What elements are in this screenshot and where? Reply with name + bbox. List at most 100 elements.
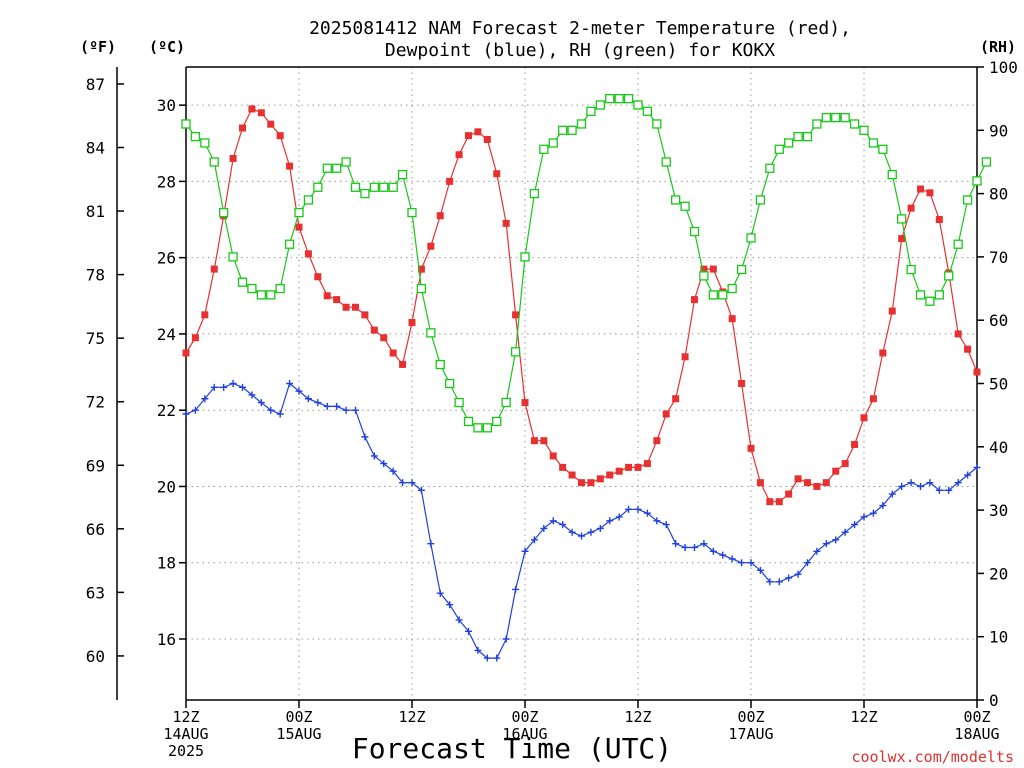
data-point-temperature: [851, 441, 859, 449]
data-point-temperature: [267, 120, 275, 128]
data-point-dewpoint: [465, 627, 472, 635]
data-point-temperature: [888, 307, 896, 315]
data-point-temperature: [342, 303, 350, 311]
celsius-unit-label: (ºC): [149, 38, 185, 56]
data-point-rh: [821, 112, 831, 123]
fahrenheit-tick-label: 78: [86, 266, 105, 285]
data-point-dewpoint: [191, 406, 199, 414]
series-temperature: [182, 105, 981, 506]
data-point-dewpoint: [681, 543, 689, 551]
time-tick-label: 12Z: [624, 708, 651, 726]
data-point-dewpoint: [596, 524, 604, 532]
data-point-temperature: [530, 437, 538, 445]
data-point-dewpoint: [427, 540, 435, 548]
data-point-rh: [303, 195, 314, 205]
data-point-dewpoint: [210, 383, 218, 391]
data-point-dewpoint: [446, 601, 454, 609]
data-point-dewpoint: [483, 654, 491, 662]
data-point-rh: [313, 182, 323, 192]
data-point-temperature: [295, 223, 303, 231]
fahrenheit-axis: 60 63 66 69 72 75 78 81 84 87: [86, 67, 124, 700]
data-point-dewpoint: [267, 406, 275, 414]
rh-axis: 0 10 20 30 40 50 60 70 80 90 100: [977, 58, 1018, 710]
data-point-dewpoint: [323, 402, 331, 410]
data-point-rh: [972, 176, 982, 186]
rh-tick-label: 30: [989, 501, 1008, 520]
data-point-dewpoint: [709, 547, 717, 555]
data-point-dewpoint: [879, 502, 887, 510]
fahrenheit-tick-label: 66: [86, 520, 105, 539]
data-point-dewpoint: [182, 410, 190, 418]
data-point-temperature: [794, 475, 802, 483]
data-point-dewpoint: [662, 521, 670, 529]
x-axis-label: Forecast Time (UTC): [352, 732, 672, 765]
data-point-rh: [350, 182, 361, 192]
data-point-dewpoint: [756, 566, 764, 574]
data-point-rh: [774, 144, 784, 154]
data-point-temperature: [191, 334, 199, 342]
data-point-dewpoint: [502, 635, 510, 643]
time-tick-label: 15AUG: [276, 725, 321, 743]
data-point-rh: [718, 290, 728, 300]
data-point-dewpoint: [888, 490, 896, 498]
data-point-temperature: [860, 414, 868, 422]
data-point-dewpoint: [747, 559, 755, 567]
data-point-rh: [859, 125, 869, 135]
data-point-rh: [284, 239, 295, 249]
data-point-dewpoint: [389, 467, 397, 475]
data-point-dewpoint: [804, 559, 811, 567]
data-point-dewpoint: [672, 540, 680, 548]
data-point-rh: [878, 144, 888, 154]
data-point-dewpoint: [587, 528, 595, 536]
data-point-temperature: [879, 349, 887, 357]
data-point-rh: [746, 233, 756, 243]
data-point-dewpoint: [832, 536, 840, 544]
data-point-temperature: [766, 498, 774, 506]
series-line-rh: [185, 97, 987, 429]
fahrenheit-tick-label: 81: [86, 202, 105, 221]
data-point-dewpoint: [493, 654, 501, 662]
data-point-temperature: [182, 349, 190, 357]
data-point-dewpoint: [286, 380, 294, 387]
data-point-rh: [190, 131, 201, 142]
data-point-rh: [482, 423, 492, 433]
data-point-temperature: [323, 292, 331, 300]
data-point-temperature: [775, 498, 783, 506]
data-point-rh: [567, 125, 577, 135]
data-point-temperature: [738, 380, 746, 387]
data-point-rh: [906, 264, 916, 275]
time-tick-label: 18AUG: [954, 725, 999, 743]
time-tick-label: 00Z: [285, 708, 312, 726]
data-point-dewpoint: [869, 509, 877, 517]
data-point-temperature: [399, 360, 407, 368]
data-point-rh: [379, 182, 389, 192]
data-point-temperature: [380, 334, 388, 342]
data-point-rh: [736, 264, 747, 275]
data-point-rh: [360, 188, 370, 199]
data-point-temperature: [653, 437, 661, 445]
data-point-rh: [548, 138, 558, 148]
data-point-rh: [558, 125, 568, 135]
data-point-temperature: [239, 124, 246, 132]
data-point-rh: [840, 112, 850, 123]
data-point-dewpoint: [643, 509, 651, 517]
celsius-tick-label: 18: [157, 554, 176, 573]
data-point-rh: [256, 290, 266, 300]
data-point-rh: [680, 201, 690, 211]
data-point-temperature: [747, 444, 755, 452]
data-point-temperature: [578, 479, 585, 487]
celsius-tick-label: 20: [157, 477, 176, 496]
data-point-dewpoint: [352, 406, 359, 414]
data-point-rh: [209, 157, 219, 167]
data-point-rh: [492, 416, 502, 427]
data-point-rh: [793, 131, 803, 142]
data-point-temperature: [229, 155, 237, 163]
data-point-temperature: [248, 105, 256, 113]
data-point-dewpoint: [766, 578, 774, 586]
data-point-temperature: [352, 303, 359, 311]
data-point-rh: [868, 138, 879, 148]
axes: [185, 66, 978, 701]
credit-link[interactable]: coolwx.com/modelts: [851, 748, 1014, 766]
data-point-rh: [953, 239, 963, 249]
